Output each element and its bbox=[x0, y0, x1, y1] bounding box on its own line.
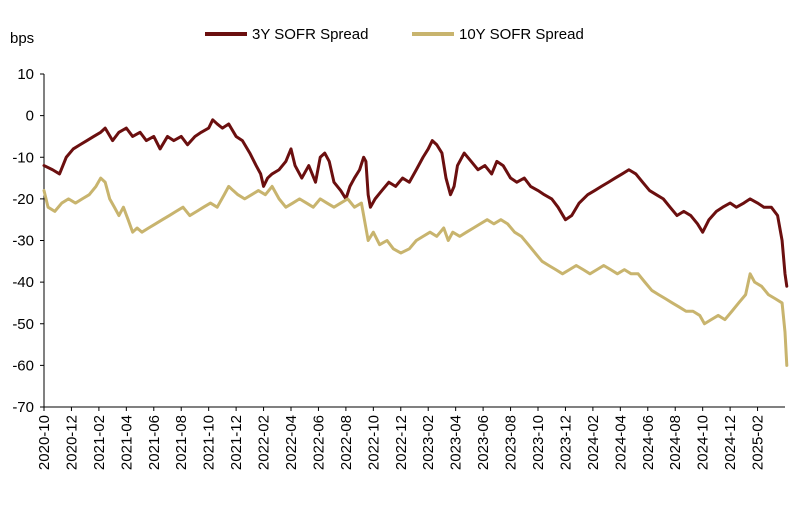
x-tick-label: 2024-02 bbox=[585, 415, 602, 470]
y-tick-label: -70 bbox=[12, 399, 34, 416]
y-tick-label: -20 bbox=[12, 191, 34, 208]
y-tick-label: -10 bbox=[12, 149, 34, 166]
x-tick-label: 2021-08 bbox=[173, 415, 190, 470]
x-tick-label: 2025-02 bbox=[750, 415, 767, 470]
x-tick-label: 2022-02 bbox=[256, 415, 273, 470]
x-tick-label: 2021-02 bbox=[91, 415, 108, 470]
x-tick-label: 2023-04 bbox=[448, 415, 465, 470]
y-tick-label: 10 bbox=[17, 66, 34, 83]
series-line-3y-sofr-spread bbox=[42, 118, 789, 288]
legend-label: 3Y SOFR Spread bbox=[252, 26, 368, 43]
x-tick-label: 2024-08 bbox=[667, 415, 684, 470]
x-tick-label: 2020-10 bbox=[36, 415, 53, 470]
chart-legend: 3Y SOFR Spread 10Y SOFR Spread bbox=[205, 26, 584, 43]
x-tick-label: 2022-10 bbox=[365, 415, 382, 470]
series-line-10y-sofr-spread bbox=[42, 176, 789, 367]
y-tick-label: 0 bbox=[26, 108, 34, 125]
x-tick-label: 2022-08 bbox=[338, 415, 355, 470]
y-axis: 10 0 -10 -20 -30 -40 -50 -60 -70 bbox=[12, 66, 45, 416]
legend-label: 10Y SOFR Spread bbox=[459, 26, 584, 43]
y-axis-unit-label: bps bbox=[10, 30, 34, 47]
x-tick-label: 2023-10 bbox=[530, 415, 547, 470]
x-tick-label: 2022-06 bbox=[310, 415, 327, 470]
x-tick-label: 2021-12 bbox=[228, 415, 245, 470]
x-tick-label: 2021-04 bbox=[118, 415, 135, 470]
x-tick-label: 2021-10 bbox=[201, 415, 218, 470]
x-axis: 2020-10 2020-12 2021-02 2021-04 2021-06 2021-… bbox=[36, 406, 785, 470]
x-tick-label: 2024-04 bbox=[612, 415, 629, 470]
x-tick-label: 2023-02 bbox=[420, 415, 437, 470]
x-tick-label: 2022-12 bbox=[393, 415, 410, 470]
x-tick-label: 2023-08 bbox=[503, 415, 520, 470]
y-tick-label: -60 bbox=[12, 357, 34, 374]
y-tick-label: -30 bbox=[12, 233, 34, 250]
x-tick-label: 2023-12 bbox=[557, 415, 574, 470]
x-tick-label: 2021-06 bbox=[146, 415, 163, 470]
x-tick-label: 2023-06 bbox=[475, 415, 492, 470]
x-tick-label: 2024-06 bbox=[640, 415, 657, 470]
y-tick-label: -50 bbox=[12, 316, 34, 333]
x-tick-label: 2024-12 bbox=[722, 415, 739, 470]
x-tick-label: 2022-04 bbox=[283, 415, 300, 470]
x-tick-label: 2024-10 bbox=[695, 415, 712, 470]
y-tick-label: -40 bbox=[12, 274, 34, 291]
x-tick-label: 2020-12 bbox=[63, 415, 80, 470]
series-group bbox=[42, 118, 789, 367]
